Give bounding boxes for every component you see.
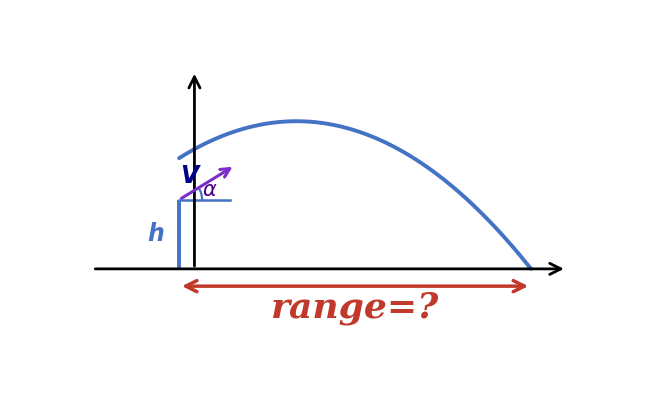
Text: V: V [180, 164, 198, 188]
Text: range=?: range=? [271, 291, 439, 325]
Text: α: α [203, 180, 216, 200]
Text: h: h [148, 222, 164, 246]
